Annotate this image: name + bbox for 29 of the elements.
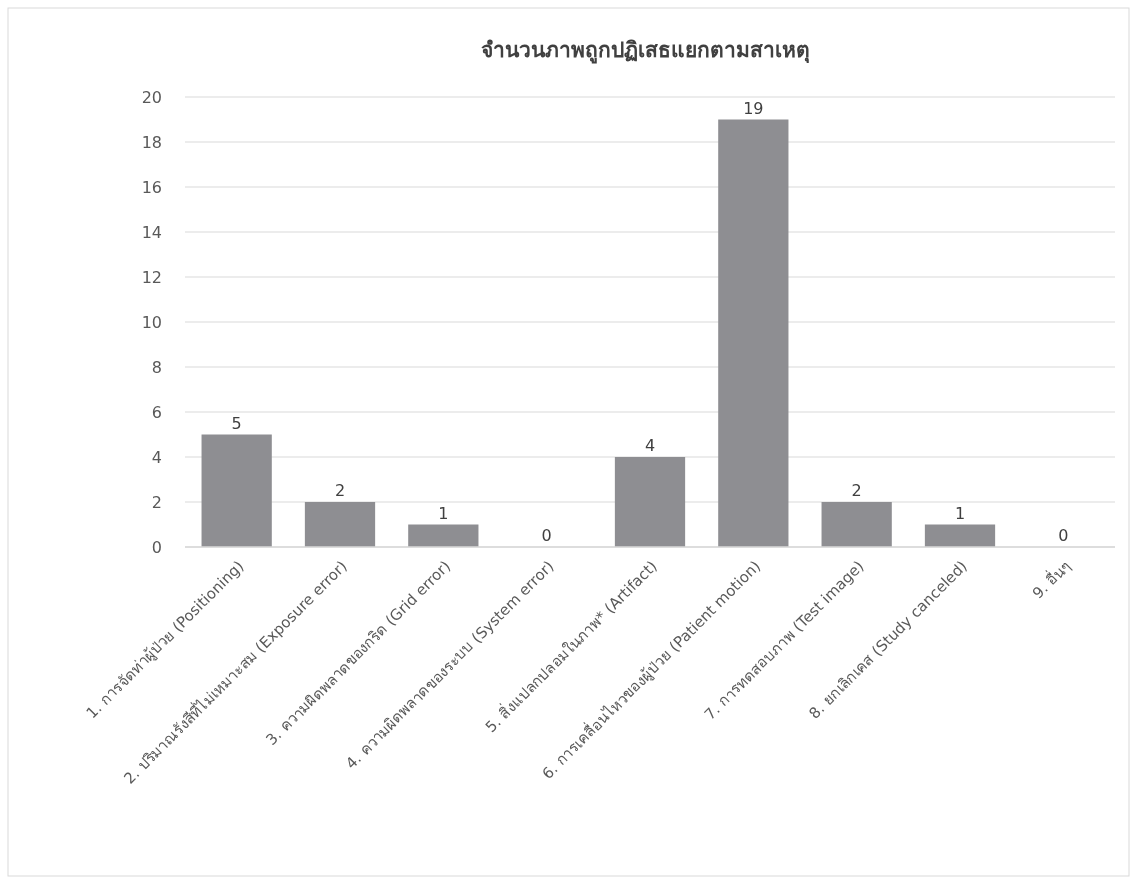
- y-tick-label: 12: [141, 268, 162, 287]
- y-tick-label: 2: [151, 493, 162, 512]
- data-label: 1: [438, 503, 449, 523]
- chart-title: จำนวนภาพถูกปฏิเสธแยกตามสาเหตุ: [480, 38, 810, 64]
- data-label: 2: [851, 481, 862, 500]
- bar: [821, 502, 892, 547]
- data-label: 2: [334, 481, 346, 500]
- bar: [718, 119, 789, 547]
- x-tick-label: 9. อื่นๆ: [1027, 555, 1075, 603]
- y-tick-label: 10: [141, 313, 162, 332]
- bar: [201, 434, 272, 547]
- data-label: 0: [1058, 526, 1069, 545]
- data-label: 4: [644, 436, 656, 455]
- y-tick-label: 8: [151, 358, 162, 377]
- y-tick-label: 18: [141, 133, 162, 152]
- bar: [924, 524, 996, 547]
- bar: [614, 457, 686, 547]
- y-tick-label: 16: [141, 178, 162, 197]
- bar: [408, 524, 479, 547]
- y-tick-label: 20: [141, 88, 162, 107]
- data-label: 5: [231, 413, 242, 433]
- data-label: 19: [743, 98, 764, 118]
- y-tick-label: 0: [151, 538, 162, 557]
- y-tick-label: 14: [141, 223, 162, 242]
- data-label: 1: [954, 503, 966, 523]
- data-label: 0: [541, 526, 552, 545]
- y-tick-label: 6: [151, 403, 162, 422]
- bar: [304, 502, 376, 547]
- y-tick-label: 4: [151, 448, 162, 467]
